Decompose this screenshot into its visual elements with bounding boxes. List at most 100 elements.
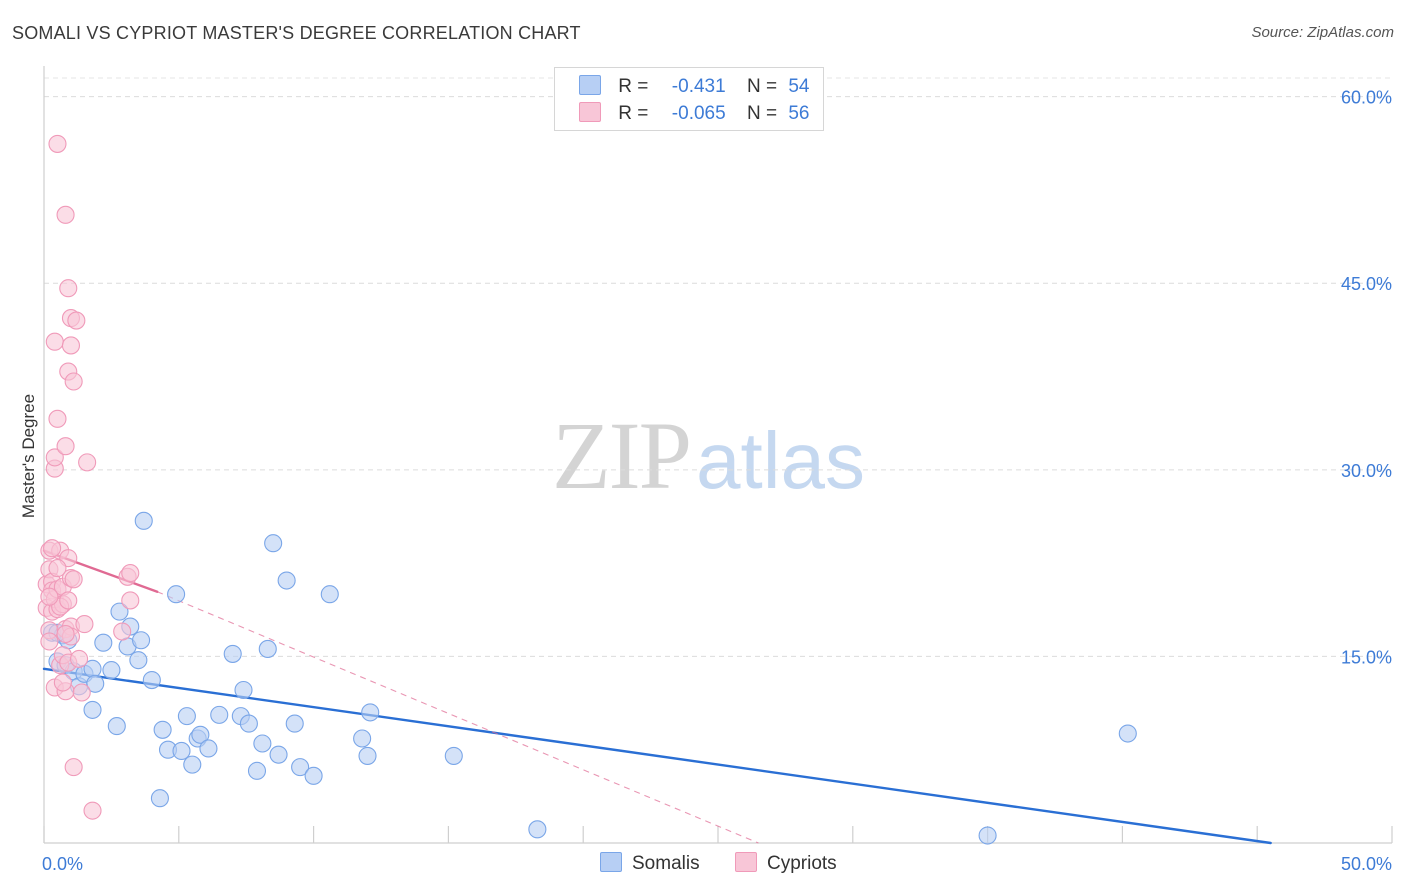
somalis-point	[153, 720, 172, 739]
legend-n-label-somalis: N =	[746, 76, 778, 97]
trend-lines	[42, 549, 1272, 845]
somalis-point	[285, 714, 304, 733]
cypriots-point	[48, 134, 67, 153]
legend-row-somalis: R = -0.431 N = 54	[579, 75, 809, 99]
somalis-point	[150, 789, 169, 808]
legend-r-label-somalis: R =	[618, 76, 649, 97]
series-swatch-somalis	[600, 852, 622, 872]
watermark-zip: ZIP	[552, 402, 692, 509]
series-label-cypriots: Cypriots	[767, 853, 837, 874]
x-tick-label: 0.0%	[42, 854, 83, 874]
legend-r-label-cypriots: R =	[618, 103, 649, 124]
somalis-point	[167, 585, 186, 604]
cypriots-point	[121, 591, 140, 610]
legend-n-value-cypriots: 56	[788, 103, 810, 124]
somalis-point	[269, 745, 288, 764]
y-axis-label: Master's Degree	[19, 394, 38, 518]
cypriots-trend-extension	[157, 591, 759, 844]
somalis-trend-line	[42, 667, 1272, 845]
somalis-point	[83, 700, 102, 719]
watermark-atlas: atlas	[696, 416, 865, 505]
somalis-point	[86, 674, 105, 693]
cypriots-point	[67, 311, 86, 330]
x-tick-label: 50.0%	[1341, 854, 1392, 874]
cypriots-point	[64, 570, 83, 589]
gridlines	[44, 77, 1392, 657]
series-legend: Somalis Cypriots	[0, 852, 1406, 878]
somalis-point	[102, 661, 121, 680]
somalis-point	[129, 651, 148, 670]
series-cypriots	[37, 134, 140, 820]
correlation-legend: R = -0.431 N = 54 R = -0.065 N = 56	[554, 67, 824, 131]
series-legend-somalis[interactable]: Somalis	[600, 852, 700, 875]
somalis-point	[361, 703, 380, 722]
somalis-point	[234, 680, 253, 700]
somalis-point	[132, 631, 151, 650]
somalis-point	[247, 761, 267, 780]
somalis-point	[183, 755, 202, 774]
cypriots-point	[56, 205, 75, 224]
cypriots-point	[113, 622, 132, 641]
cypriots-point	[121, 564, 140, 583]
somalis-point	[320, 585, 339, 604]
watermark: ZIPatlas	[552, 400, 865, 511]
somalis-point	[223, 644, 242, 663]
cypriots-point	[43, 539, 62, 558]
somalis-point	[210, 705, 229, 724]
cypriots-point	[48, 559, 67, 578]
cypriots-point	[83, 801, 102, 820]
cypriots-point	[53, 673, 72, 692]
somalis-point	[353, 729, 372, 748]
somalis-point	[277, 571, 296, 590]
series-somalis	[43, 511, 1137, 845]
cypriots-point	[45, 448, 64, 467]
somalis-point	[978, 826, 997, 845]
legend-n-label-cypriots: N =	[746, 103, 778, 124]
somalis-point	[1118, 724, 1137, 743]
cypriots-point	[78, 453, 97, 472]
somalis-point	[110, 602, 129, 621]
somalis-point	[142, 670, 161, 690]
chart-source: Source: ZipAtlas.com	[1251, 24, 1394, 41]
somalis-point	[528, 820, 547, 839]
somalis-point	[134, 511, 153, 530]
somalis-point	[444, 746, 463, 765]
cypriots-point	[56, 437, 75, 456]
somalis-point	[291, 758, 310, 777]
tick-labels: 15.0% 30.0% 45.0% 60.0% 0.0% 50.0%	[42, 88, 1392, 874]
cypriots-point	[69, 649, 89, 668]
somalis-point	[358, 746, 377, 765]
somalis-point	[172, 741, 191, 761]
cypriots-point	[72, 683, 91, 702]
somalis-point	[304, 766, 323, 785]
legend-row-cypriots: R = -0.065 N = 56	[579, 102, 809, 126]
legend-swatch-cypriots	[579, 102, 601, 122]
somalis-point	[253, 734, 272, 753]
series-swatch-cypriots	[735, 852, 757, 872]
cypriots-point	[64, 372, 83, 391]
cypriots-point	[59, 591, 78, 610]
cypriots-point	[45, 332, 64, 351]
y-tick-label: 60.0%	[1341, 88, 1392, 108]
data-points	[37, 134, 1137, 845]
somalis-point	[258, 639, 277, 659]
somalis-point	[177, 707, 196, 726]
cypriots-point	[61, 336, 81, 355]
cypriots-point	[64, 758, 83, 777]
somalis-point	[94, 633, 113, 652]
legend-swatch-somalis	[579, 75, 601, 95]
legend-r-value-cypriots: -0.065	[671, 103, 726, 124]
series-legend-cypriots[interactable]: Cypriots	[735, 852, 837, 875]
axes	[43, 66, 1393, 844]
somalis-point	[191, 725, 210, 744]
cypriots-point	[48, 409, 67, 428]
legend-r-value-somalis: -0.431	[671, 76, 726, 97]
y-tick-label: 45.0%	[1341, 274, 1392, 294]
somalis-point	[107, 717, 126, 736]
legend-n-value-somalis: 54	[788, 76, 810, 97]
somalis-point	[264, 534, 283, 553]
cypriots-point	[75, 615, 94, 634]
chart-title: SOMALI VS CYPRIOT MASTER'S DEGREE CORREL…	[12, 23, 581, 43]
somalis-point	[239, 714, 258, 733]
series-label-somalis: Somalis	[632, 853, 700, 874]
